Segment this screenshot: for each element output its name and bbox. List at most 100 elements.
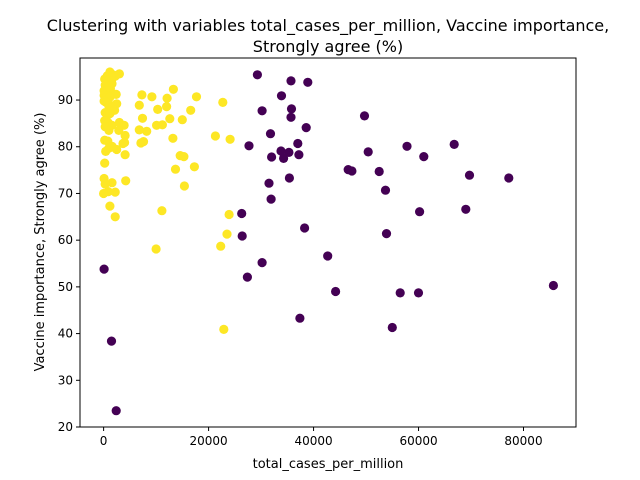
x-axis-ticks: 0 20000 40000 60000 80000 xyxy=(100,427,543,448)
data-point-series-1-45 xyxy=(295,313,305,323)
data-point-series-1-21 xyxy=(267,152,277,162)
data-point-series-1-14 xyxy=(449,139,459,149)
data-point-series-0-84 xyxy=(179,181,189,191)
data-point-series-1-1 xyxy=(106,336,117,346)
data-point-series-1-47 xyxy=(548,280,559,291)
data-point-series-1-18 xyxy=(363,147,373,157)
data-point-series-0-58 xyxy=(110,212,120,222)
data-point-series-1-29 xyxy=(284,173,294,183)
data-point-series-0-47 xyxy=(112,144,122,155)
data-point-series-0-70 xyxy=(186,105,196,115)
chart-title-line-2: Strongly agree (%) xyxy=(253,37,403,56)
y-tick-label: 30 xyxy=(58,373,73,387)
plot-area-frame xyxy=(79,57,577,428)
data-point-series-0-49 xyxy=(100,158,110,168)
data-point-series-0-5 xyxy=(114,69,124,79)
data-point-series-1-42 xyxy=(331,286,341,297)
data-point-series-1-20 xyxy=(276,146,286,156)
data-point-series-0-60 xyxy=(137,90,147,100)
data-point-series-1-5 xyxy=(303,77,313,87)
data-point-series-1-35 xyxy=(237,208,247,219)
data-point-series-0-87 xyxy=(224,209,234,220)
data-point-series-1-30 xyxy=(264,178,274,188)
data-point-series-1-4 xyxy=(286,76,296,86)
x-tick-label: 20000 xyxy=(189,434,227,448)
data-point-series-0-72 xyxy=(142,126,152,136)
data-point-series-0-74 xyxy=(157,120,167,130)
data-point-series-1-44 xyxy=(395,288,405,298)
data-point-series-0-69 xyxy=(165,114,175,124)
data-point-series-1-8 xyxy=(286,104,297,114)
y-axis-ticks: 20 30 40 50 60 70 80 90 xyxy=(58,93,80,434)
y-tick-label: 60 xyxy=(58,233,73,247)
data-point-series-1-6 xyxy=(276,91,287,101)
data-point-series-0-48 xyxy=(120,150,130,160)
data-point-series-0-66 xyxy=(137,113,148,123)
data-point-series-0-36 xyxy=(104,125,114,135)
data-point-series-1-9 xyxy=(244,141,254,151)
data-point-series-1-32 xyxy=(266,194,276,204)
data-point-series-0-59 xyxy=(134,100,144,110)
y-tick-label: 80 xyxy=(58,140,73,154)
y-tick-label: 70 xyxy=(58,186,73,200)
x-tick-label: 40000 xyxy=(294,434,332,448)
data-point-series-0-82 xyxy=(225,134,235,144)
y-tick-label: 90 xyxy=(58,93,73,107)
data-point-series-1-2 xyxy=(111,406,121,416)
data-point-series-0-64 xyxy=(191,92,202,102)
data-point-series-0-61 xyxy=(147,92,157,102)
data-point-series-1-28 xyxy=(504,173,514,183)
data-point-series-1-3 xyxy=(252,70,262,80)
data-point-series-1-0 xyxy=(99,264,109,274)
data-point-series-0-43 xyxy=(120,137,130,148)
data-point-series-1-17 xyxy=(293,138,303,149)
data-point-series-1-27 xyxy=(464,170,475,180)
data-point-series-0-85 xyxy=(138,137,149,147)
data-point-series-1-37 xyxy=(381,229,392,239)
data-point-series-1-43 xyxy=(413,288,424,298)
data-point-series-0-76 xyxy=(134,125,144,135)
data-point-series-1-31 xyxy=(380,185,391,195)
data-point-series-0-53 xyxy=(121,176,131,186)
y-axis-label: Vaccine importance, Strongly agree (%) xyxy=(33,113,48,372)
data-point-series-1-19 xyxy=(419,152,429,162)
data-point-series-0-75 xyxy=(177,115,187,125)
x-axis-label: total_cases_per_million xyxy=(253,457,404,472)
data-point-series-0-65 xyxy=(218,97,228,107)
y-tick-label: 40 xyxy=(58,327,73,341)
x-tick-label: 60000 xyxy=(399,434,437,448)
data-point-series-1-22 xyxy=(279,153,289,163)
data-point-series-0-63 xyxy=(168,84,178,94)
data-point-series-1-33 xyxy=(415,207,425,217)
data-point-series-1-41 xyxy=(242,272,252,282)
data-point-series-1-23 xyxy=(294,150,304,160)
data-point-series-0-80 xyxy=(189,162,199,172)
data-point-series-0-86 xyxy=(157,206,167,216)
data-point-series-1-15 xyxy=(402,141,412,151)
data-point-series-1-16 xyxy=(284,147,294,157)
data-point-series-0-29 xyxy=(105,109,115,119)
data-point-series-1-10 xyxy=(265,129,276,139)
data-point-series-1-13 xyxy=(301,123,311,133)
data-point-series-0-57 xyxy=(105,201,115,211)
data-point-series-1-40 xyxy=(257,258,267,268)
data-point-series-0-90 xyxy=(216,241,226,251)
data-point-series-0-56 xyxy=(99,188,109,199)
x-tick-label: 0 xyxy=(100,434,108,448)
x-tick-label: 80000 xyxy=(504,434,542,448)
data-point-series-0-55 xyxy=(110,187,120,197)
data-point-series-1-12 xyxy=(359,111,370,121)
y-tick-label: 50 xyxy=(58,280,73,294)
data-point-series-0-88 xyxy=(151,244,161,254)
data-point-series-0-67 xyxy=(153,104,163,114)
chart-title-line-1: Clustering with variables total_cases_pe… xyxy=(47,16,609,36)
data-point-series-0-83 xyxy=(170,164,181,174)
data-point-series-1-11 xyxy=(286,112,296,122)
chart-title: Clustering with variables total_cases_pe… xyxy=(47,16,609,56)
data-point-series-1-26 xyxy=(374,166,384,177)
data-point-series-0-89 xyxy=(222,229,232,239)
data-point-series-1-38 xyxy=(237,231,247,241)
data-point-series-0-38 xyxy=(120,130,130,141)
data-point-series-0-81 xyxy=(210,131,220,141)
